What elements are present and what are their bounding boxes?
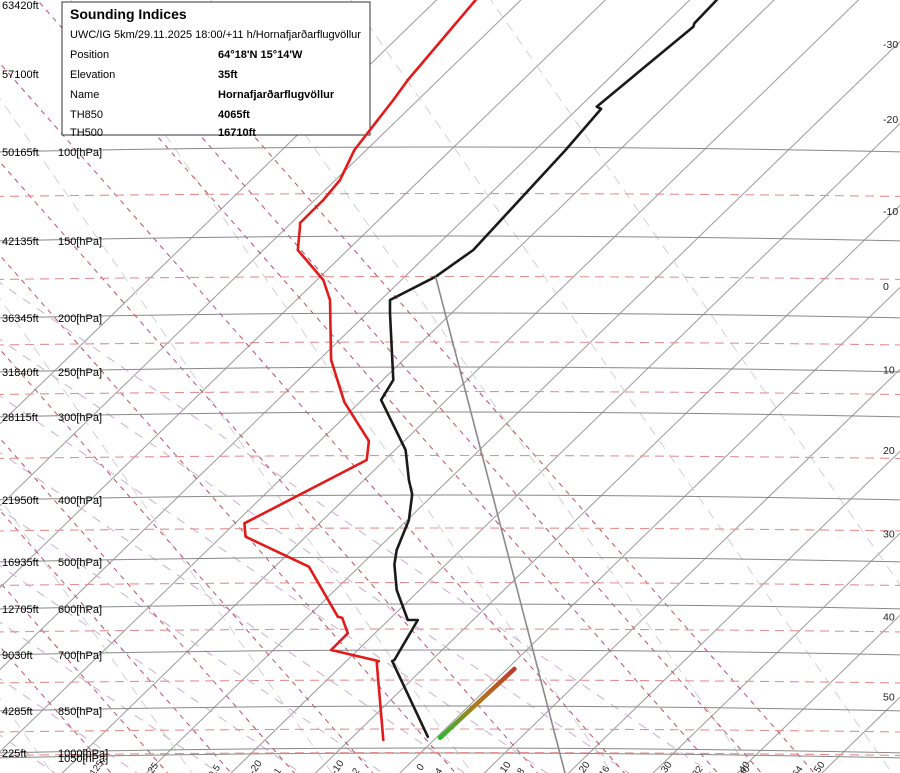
svg-text:9030ft: 9030ft: [2, 650, 33, 662]
svg-text:0: 0: [883, 281, 889, 293]
svg-text:0: 0: [415, 762, 427, 773]
svg-text:250[hPa]: 250[hPa]: [58, 367, 102, 379]
svg-text:0.5: 0.5: [206, 763, 223, 773]
svg-text:21950ft: 21950ft: [2, 495, 39, 507]
svg-text:16710ft: 16710ft: [218, 127, 256, 139]
svg-text:Name: Name: [70, 89, 99, 101]
svg-text:10: 10: [883, 365, 895, 377]
svg-text:100[hPa]: 100[hPa]: [58, 147, 102, 159]
svg-text:600[hPa]: 600[hPa]: [58, 604, 102, 616]
svg-text:57100ft: 57100ft: [2, 69, 39, 81]
svg-text:Position: Position: [70, 49, 109, 61]
svg-text:4: 4: [433, 766, 445, 773]
svg-text:-20: -20: [883, 114, 898, 126]
svg-text:12705ft: 12705ft: [2, 604, 39, 616]
svg-text:30: 30: [659, 759, 675, 773]
svg-text:150[hPa]: 150[hPa]: [58, 236, 102, 248]
svg-text:50165ft: 50165ft: [2, 147, 39, 159]
svg-text:28115ft: 28115ft: [2, 412, 38, 424]
svg-text:36345ft: 36345ft: [2, 313, 39, 325]
svg-text:200[hPa]: 200[hPa]: [58, 313, 102, 325]
svg-text:64°18'N 15°14'W: 64°18'N 15°14'W: [218, 49, 303, 61]
svg-text:-10: -10: [883, 206, 898, 218]
svg-text:16935ft: 16935ft: [2, 557, 39, 569]
svg-text:2: 2: [350, 766, 362, 773]
svg-text:225ft: 225ft: [2, 748, 26, 760]
svg-text:Elevation: Elevation: [70, 69, 115, 81]
svg-text:16: 16: [597, 764, 612, 773]
svg-text:50: 50: [883, 691, 895, 703]
svg-text:-10: -10: [329, 758, 347, 773]
svg-text:Sounding Indices: Sounding Indices: [70, 6, 187, 22]
svg-text:30: 30: [883, 529, 895, 541]
svg-text:UWC/IG 5km/29.11.2025 18:00/+1: UWC/IG 5km/29.11.2025 18:00/+11 h/Hornaf…: [70, 29, 361, 41]
svg-text:Hornafjarðarflugvöllur: Hornafjarðarflugvöllur: [218, 89, 335, 101]
svg-text:64: 64: [790, 764, 805, 773]
svg-text:400[hPa]: 400[hPa]: [58, 495, 102, 507]
svg-text:31840ft: 31840ft: [2, 367, 39, 379]
svg-text:-20: -20: [247, 758, 265, 773]
svg-text:4285ft: 4285ft: [2, 706, 33, 718]
svg-text:TH500: TH500: [70, 127, 103, 139]
svg-text:4065ft: 4065ft: [218, 109, 250, 121]
svg-text:500[hPa]: 500[hPa]: [58, 557, 102, 569]
svg-text:1: 1: [272, 766, 284, 773]
svg-text:10: 10: [498, 759, 514, 773]
svg-text:-30: -30: [883, 39, 898, 51]
svg-text:TH850: TH850: [70, 109, 103, 121]
svg-text:32: 32: [690, 764, 705, 773]
svg-text:40: 40: [883, 611, 895, 623]
svg-text:20: 20: [883, 445, 895, 457]
svg-text:700[hPa]: 700[hPa]: [58, 650, 102, 662]
svg-text:42135ft: 42135ft: [2, 236, 39, 248]
svg-text:850[hPa]: 850[hPa]: [58, 706, 102, 718]
svg-text:63420ft: 63420ft: [2, 0, 39, 12]
svg-text:35ft: 35ft: [218, 69, 238, 81]
svg-text:50: 50: [812, 759, 828, 773]
svg-text:300[hPa]: 300[hPa]: [58, 412, 102, 424]
svg-text:20: 20: [577, 759, 593, 773]
svg-text:8: 8: [515, 766, 527, 773]
svg-text:0.25: 0.25: [141, 761, 161, 773]
